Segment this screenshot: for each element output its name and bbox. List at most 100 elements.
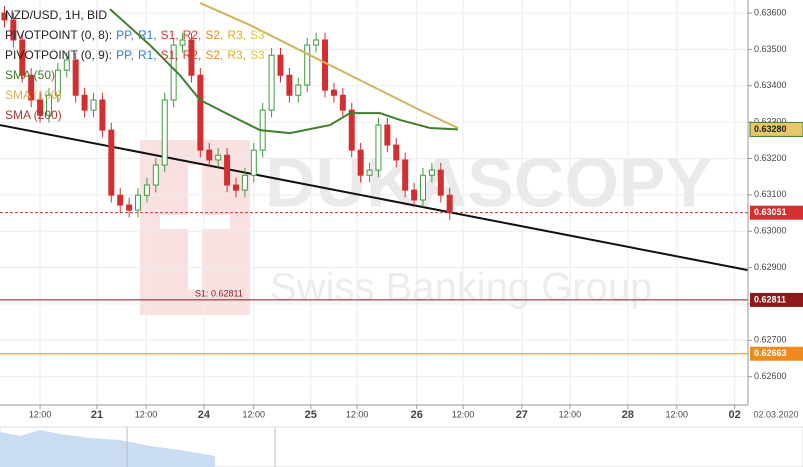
y-tick-label: 0.62700 (754, 335, 787, 345)
x-tick-label: 12:00 (243, 409, 266, 419)
candle-body (348, 109, 355, 151)
date-label: 02.03.2020 (753, 409, 798, 419)
candle-body (197, 74, 204, 151)
candle-body (241, 174, 248, 191)
candle-body (295, 84, 302, 96)
legend-item: R2, (183, 28, 202, 42)
legend-item: R1, (138, 48, 157, 62)
x-tick-label: 12:00 (559, 409, 582, 419)
watermark-brand: DUKASCOPY (265, 143, 712, 221)
legend-item: R1, (138, 28, 157, 42)
y-tick-label: 0.63000 (754, 226, 787, 236)
candle-body (428, 169, 435, 176)
x-tick-label: 12:00 (665, 409, 688, 419)
legend-item: S2, (205, 28, 223, 42)
candle-body (28, 74, 35, 101)
price-tag (749, 121, 803, 137)
price-tag (750, 205, 803, 220)
candle-body (375, 124, 382, 171)
legend-item: S3 (250, 48, 265, 62)
plot-area: S1: 0.62811 (0, 0, 749, 405)
sma-line (109, 8, 459, 135)
y-tick-label: 0.63600 (754, 7, 787, 17)
candle-body (286, 74, 293, 96)
candle-body (357, 149, 364, 176)
candle-body (72, 59, 79, 96)
candle-body (54, 69, 61, 96)
candle-body (152, 164, 159, 186)
candle-body (90, 99, 97, 111)
price-tag-label: 0.63051 (754, 207, 787, 217)
candle-body (268, 54, 275, 111)
x-tick-label: 02 (729, 409, 741, 421)
legend-entry: SMA (200) (5, 108, 62, 122)
candle-body (19, 39, 26, 76)
level-note: S1: 0.62811 (195, 288, 243, 298)
legend-item: PP, (116, 28, 134, 42)
y-tick-label: 0.63300 (754, 117, 787, 127)
candle-body (330, 89, 337, 96)
y-tick-label: 0.63200 (754, 153, 787, 163)
candle-body (250, 149, 257, 176)
candle-body (446, 194, 453, 214)
candle-body (37, 99, 44, 116)
candle-body (339, 94, 346, 111)
candle-body (117, 194, 124, 206)
legend-entry: SMA (100) (5, 88, 62, 102)
candle-body (81, 94, 88, 111)
candle-body (384, 124, 391, 146)
candle-body (179, 39, 186, 46)
legend-item: PP, (116, 48, 134, 62)
candle-body (45, 94, 52, 116)
legend-item: S1, (161, 48, 179, 62)
candle-body (135, 194, 142, 211)
y-tick-label: 0.63400 (754, 80, 787, 90)
y-tick-label: 0.63500 (754, 44, 787, 54)
candle-body (393, 144, 400, 161)
legend-item: S2, (205, 48, 223, 62)
price-tag (750, 346, 803, 361)
x-tick-label: 12:00 (452, 409, 475, 419)
x-tick-label: 24 (198, 409, 211, 421)
legend-item: PIVOTPOINT (0, 9): (5, 48, 112, 62)
candle-body (161, 99, 168, 166)
candle-body (322, 39, 329, 91)
legend-item: R3, (227, 28, 246, 42)
candle-body (411, 189, 418, 201)
x-tick-label: 28 (622, 409, 634, 421)
x-tick-label: 26 (411, 409, 423, 421)
x-tick-label: 25 (305, 409, 317, 421)
legend-item: S1, (161, 28, 179, 42)
candle-body (206, 149, 213, 161)
watermark-tagline: Swiss Banking Group (270, 266, 652, 310)
legend-item: PIVOTPOINT (0, 8): (5, 28, 112, 42)
navigator-area (0, 430, 215, 467)
candle-body (304, 44, 311, 86)
candle-body (232, 184, 239, 191)
legend-item: R2, (183, 48, 202, 62)
candle-body (402, 159, 409, 191)
price-tag-label: 0.62811 (754, 294, 786, 304)
candle-body (313, 39, 320, 46)
x-tick-label: 12:00 (135, 409, 158, 419)
legend-item: R3, (227, 48, 246, 62)
candle-body (215, 154, 222, 161)
candle-body (126, 204, 133, 211)
legend-item: S3 (250, 28, 265, 42)
watermark-logo-cross (160, 215, 230, 229)
x-tick-label: 12:00 (29, 409, 52, 419)
price-tag-label: 0.63280 (754, 124, 787, 134)
candle-body (437, 169, 444, 196)
candle-body (224, 154, 231, 186)
pivot-legend: PIVOTPOINT (0, 9): PP, R1, S1, R2, S2, R3, S3 (5, 48, 265, 62)
navigator (0, 426, 803, 467)
sma-line (199, 1, 459, 129)
candle-body (1, 12, 8, 21)
price-tag (750, 292, 803, 307)
candle-body (143, 184, 150, 196)
price-tag-label: 0.62663 (754, 348, 787, 358)
legend-entry: SMA (50) (5, 68, 55, 82)
trendline (0, 124, 749, 272)
candle-body (366, 169, 373, 176)
